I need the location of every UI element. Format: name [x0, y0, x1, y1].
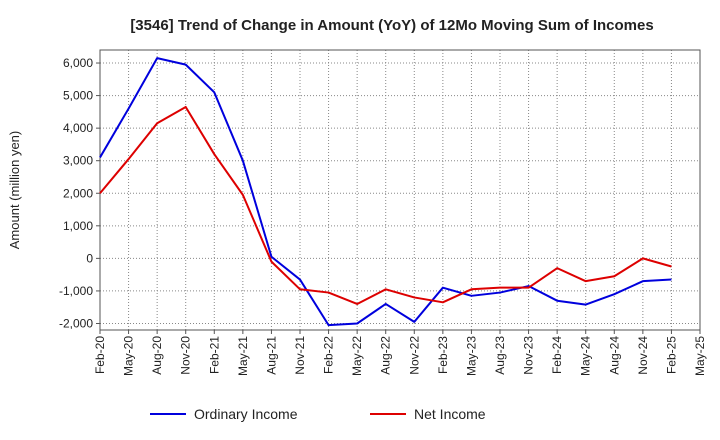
x-tick-label: Aug-20	[150, 336, 164, 375]
y-tick-label: -1,000	[59, 284, 93, 298]
x-tick-label: Nov-21	[293, 336, 307, 375]
grid	[99, 50, 701, 330]
x-tick-label: Feb-23	[436, 336, 450, 374]
y-tick-label: 0	[86, 251, 93, 265]
x-tick-label: Feb-24	[550, 336, 564, 374]
x-axis: Feb-20 May-20 Aug-20 Nov-20 Feb-21 May-21 Aug-…	[93, 330, 707, 376]
x-tick-label: May-23	[464, 336, 478, 376]
x-tick-label: May-21	[236, 336, 250, 376]
series-group	[99, 57, 672, 327]
y-tick-label: 1,000	[63, 219, 93, 233]
x-tick-label: Aug-21	[264, 336, 278, 375]
series-line-net-income	[99, 105, 672, 305]
y-axis: 6,000 5,000 4,000 3,000 2,000 1,000 0 -1,000 -2,…	[59, 56, 100, 330]
x-tick-label: May-25	[693, 336, 707, 376]
x-tick-label: Nov-20	[179, 336, 193, 375]
x-tick-label: Feb-20	[93, 336, 107, 374]
x-tick-label: Feb-22	[322, 336, 336, 374]
legend: Ordinary Income Net Income	[150, 406, 486, 422]
series-line-ordinary-income	[99, 57, 672, 327]
y-axis-label: Amount (million yen)	[7, 131, 22, 250]
y-tick-label: 4,000	[63, 121, 93, 135]
y-tick-label: 6,000	[63, 56, 93, 70]
y-tick-label: -2,000	[59, 316, 93, 330]
x-tick-label: May-22	[350, 336, 364, 376]
x-tick-label: Aug-24	[607, 336, 621, 375]
legend-label-ordinary-income: Ordinary Income	[194, 406, 298, 422]
plot-area	[99, 49, 701, 331]
x-tick-label: Feb-21	[207, 336, 221, 374]
chart-title: [3546] Trend of Change in Amount (YoY) o…	[130, 17, 653, 34]
legend-label-net-income: Net Income	[414, 406, 486, 422]
x-tick-label: Aug-22	[379, 336, 393, 375]
x-tick-label: Nov-22	[407, 336, 421, 375]
x-tick-label: Nov-23	[522, 336, 536, 375]
y-tick-label: 5,000	[63, 89, 93, 103]
x-tick-label: Feb-25	[664, 336, 678, 374]
x-tick-label: Nov-24	[636, 336, 650, 375]
x-tick-label: May-24	[579, 336, 593, 376]
x-tick-label: May-20	[122, 336, 136, 376]
y-tick-label: 2,000	[63, 186, 93, 200]
y-tick-label: 3,000	[63, 154, 93, 168]
x-tick-label: Aug-23	[493, 336, 507, 375]
